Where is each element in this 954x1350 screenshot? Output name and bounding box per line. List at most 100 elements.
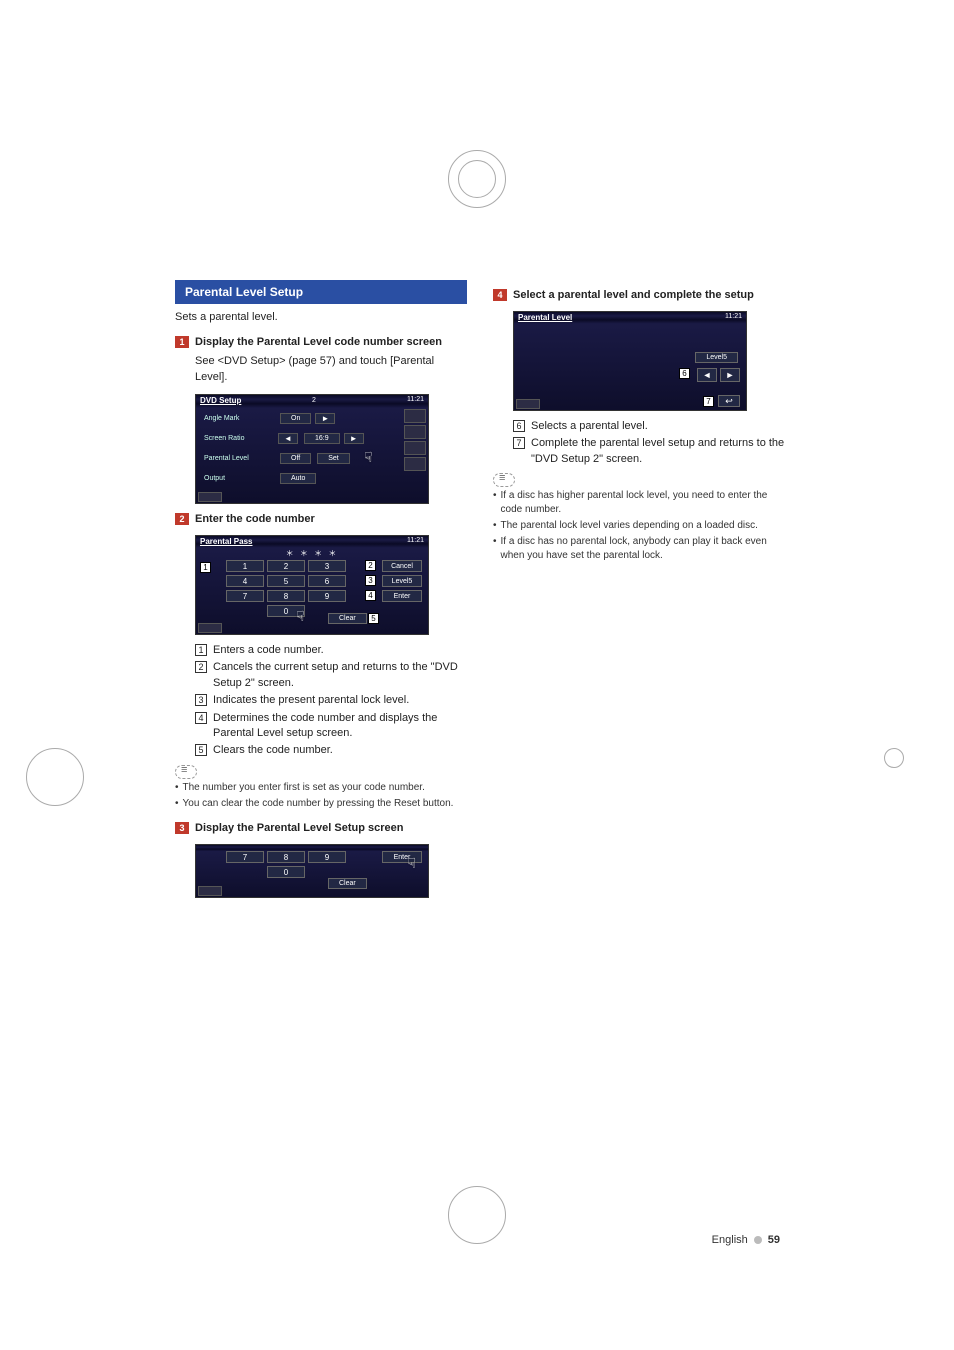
- step-badge: 1: [175, 336, 189, 348]
- key-0[interactable]: 0: [267, 866, 305, 878]
- arrow-left-icon[interactable]: ◄: [697, 368, 717, 382]
- shot-time: 11:21: [407, 396, 424, 403]
- page-footer: English 59: [712, 1234, 780, 1246]
- section-lead: Sets a parental level.: [175, 310, 467, 325]
- step-4: 4 Select a parental level and complete t…: [493, 288, 785, 303]
- key-7[interactable]: 7: [226, 590, 264, 602]
- right-column: 4 Select a parental level and complete t…: [493, 280, 785, 906]
- callout-6: 6: [679, 368, 690, 379]
- note-text: You can clear the code number by pressin…: [175, 797, 467, 811]
- key-3[interactable]: 3: [308, 560, 346, 572]
- row-label: Parental Level: [204, 455, 274, 462]
- clear-button[interactable]: Clear: [328, 878, 367, 889]
- step-badge: 2: [175, 513, 189, 525]
- step-badge: 4: [493, 289, 507, 301]
- key-5[interactable]: 5: [267, 575, 305, 587]
- cancel-button[interactable]: Cancel: [382, 560, 422, 572]
- legend-text: Indicates the present parental lock leve…: [213, 693, 409, 708]
- step-title: Select a parental level and complete the…: [513, 288, 754, 303]
- arrow-left-icon[interactable]: ◄: [278, 433, 298, 444]
- crop-circle-top-inner: [458, 160, 496, 198]
- set-button[interactable]: Set: [317, 453, 350, 464]
- bottom-tab[interactable]: [516, 399, 540, 409]
- note-icon: [175, 765, 197, 779]
- shot-title: Parental Pass: [200, 537, 252, 546]
- shot-tab: 2: [312, 397, 316, 404]
- side-button[interactable]: [404, 409, 426, 423]
- arrow-right-icon[interactable]: ►: [720, 368, 740, 382]
- legend-num: 7: [513, 437, 525, 449]
- key-4[interactable]: 4: [226, 575, 264, 587]
- shot-time: 11:21: [407, 537, 424, 544]
- level-value: Level5: [695, 352, 738, 363]
- bottom-tab[interactable]: [198, 886, 222, 896]
- cursor-icon: ☟: [364, 449, 373, 466]
- section-title: Parental Level Setup: [175, 280, 467, 304]
- clear-button[interactable]: Clear: [328, 613, 367, 624]
- level-legend: 6 Selects a parental level. 7 Complete the…: [513, 419, 785, 467]
- key-9[interactable]: 9: [308, 590, 346, 602]
- key-8[interactable]: 8: [267, 590, 305, 602]
- key-9[interactable]: 9: [308, 851, 346, 863]
- legend-num: 6: [513, 420, 525, 432]
- arrow-right-icon[interactable]: ►: [315, 413, 335, 424]
- side-button[interactable]: [404, 425, 426, 439]
- numeric-keypad: 1 2 3 4 5 6 7 8 9 0: [226, 560, 346, 617]
- cursor-icon: ☟: [407, 855, 416, 872]
- bottom-tab[interactable]: [198, 623, 222, 633]
- enter-button[interactable]: Enter: [382, 590, 422, 602]
- row-label: Screen Ratio: [204, 435, 274, 442]
- shot-title: Parental Level: [518, 313, 572, 322]
- legend-num: 2: [195, 661, 207, 673]
- callout-2: 2: [365, 560, 376, 571]
- callout-3: 3: [365, 575, 376, 586]
- key-7[interactable]: 7: [226, 851, 264, 863]
- row-value[interactable]: On: [280, 413, 311, 424]
- legend-text: Complete the parental level setup and re…: [531, 436, 785, 467]
- step-badge: 3: [175, 822, 189, 834]
- crop-circle-right: [884, 748, 904, 768]
- arrow-right-icon[interactable]: ►: [344, 433, 364, 444]
- callout-7: 7: [703, 396, 714, 407]
- return-button[interactable]: ↩: [718, 395, 740, 407]
- legend-num: 3: [195, 694, 207, 706]
- row-value[interactable]: 16:9: [304, 433, 340, 444]
- note-text: If a disc has no parental lock, anybody …: [493, 535, 785, 563]
- step-title: Enter the code number: [195, 512, 315, 527]
- row-value[interactable]: Auto: [280, 473, 316, 484]
- footer-lang: English: [712, 1234, 748, 1246]
- legend-text: Selects a parental level.: [531, 419, 648, 434]
- row-label: Angle Mark: [204, 415, 274, 422]
- crop-circle-left: [26, 748, 84, 806]
- level-indicator: Level5: [382, 575, 422, 587]
- note-text: If a disc has higher parental lock level…: [493, 489, 785, 517]
- footer-page: 59: [768, 1234, 780, 1246]
- enter-button[interactable]: Enter: [382, 851, 422, 863]
- legend-text: Enters a code number.: [213, 643, 324, 658]
- step-1: 1 Display the Parental Level code number…: [175, 335, 467, 350]
- key-2[interactable]: 2: [267, 560, 305, 572]
- dvd-setup-screenshot: DVD Setup 2 11:21 Angle Mark On ► Screen…: [195, 394, 467, 504]
- key-8[interactable]: 8: [267, 851, 305, 863]
- bottom-tab[interactable]: [198, 492, 222, 502]
- code-display: ＊ ＊ ＊ ＊: [196, 548, 428, 559]
- keypad-side: Cancel Level5 Enter: [382, 560, 422, 602]
- legend-num: 1: [195, 644, 207, 656]
- key-6[interactable]: 6: [308, 575, 346, 587]
- legend-num: 4: [195, 712, 207, 724]
- step-3: 3 Display the Parental Level Setup scree…: [175, 821, 467, 836]
- shot-title: DVD Setup: [200, 396, 241, 405]
- side-button[interactable]: [404, 457, 426, 471]
- keypad-legend: 1Enters a code number. 2Cancels the curr…: [195, 643, 467, 759]
- step-title: Display the Parental Level code number s…: [195, 335, 442, 350]
- cursor-icon: ☟: [296, 608, 305, 625]
- side-button[interactable]: [404, 441, 426, 455]
- row-value[interactable]: Off: [280, 453, 311, 464]
- key-1[interactable]: 1: [226, 560, 264, 572]
- nav-row: ◄ ►: [697, 368, 740, 382]
- callout-1: 1: [200, 562, 211, 573]
- shot-time: 11:21: [725, 313, 742, 320]
- step-title: Display the Parental Level Setup screen: [195, 821, 403, 836]
- note-text: The parental lock level varies depending…: [493, 519, 785, 533]
- note-icon: [493, 473, 515, 487]
